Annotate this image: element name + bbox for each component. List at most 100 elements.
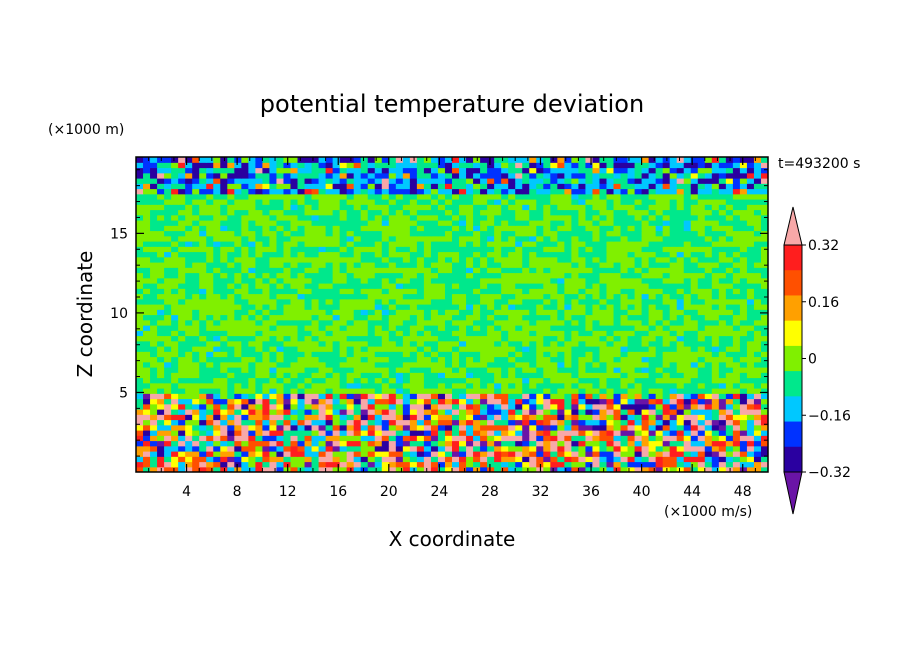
heatmap-cell — [171, 377, 179, 384]
heatmap-cell — [613, 414, 622, 421]
heatmap-cell — [437, 361, 446, 368]
heatmap-cell — [627, 277, 636, 284]
heatmap-cell — [290, 445, 299, 452]
heatmap-cell — [571, 246, 579, 253]
heatmap-cell — [395, 361, 404, 368]
heatmap-cell — [473, 382, 481, 389]
heatmap-cell — [423, 356, 432, 363]
heatmap-cell — [494, 246, 502, 253]
heatmap-cell — [388, 435, 397, 442]
heatmap-cell — [669, 435, 678, 442]
heatmap-cell — [269, 304, 278, 310]
heatmap-cell — [753, 330, 762, 337]
heatmap-cell — [388, 461, 397, 468]
heatmap-cell — [501, 451, 509, 457]
heatmap-cell — [550, 319, 558, 326]
heatmap-cell — [634, 214, 643, 221]
heatmap-cell — [353, 272, 362, 279]
heatmap-cell — [473, 409, 481, 415]
heatmap-cell — [459, 235, 467, 242]
heatmap-cell — [325, 451, 334, 457]
heatmap-cell — [648, 466, 657, 472]
heatmap-cell — [206, 199, 214, 205]
heatmap-cell — [262, 393, 271, 400]
heatmap-cell — [529, 230, 537, 237]
heatmap-cell — [711, 209, 720, 216]
heatmap-cell — [578, 414, 587, 421]
heatmap-cell — [641, 277, 650, 284]
heatmap-cell — [606, 393, 615, 400]
heatmap-cell — [641, 288, 650, 295]
heatmap-cell — [564, 199, 572, 205]
heatmap-cell — [409, 256, 418, 263]
heatmap-cell — [753, 262, 762, 268]
heatmap-cell — [508, 204, 516, 211]
heatmap-cell — [501, 288, 509, 295]
heatmap-cell — [529, 393, 537, 400]
heatmap-cell — [543, 335, 551, 342]
heatmap-cell — [669, 403, 678, 410]
heatmap-cell — [178, 267, 186, 274]
heatmap-cell — [227, 220, 235, 226]
heatmap-cell — [641, 309, 650, 316]
heatmap-cell — [564, 393, 572, 400]
heatmap-cell — [402, 325, 411, 331]
heatmap-cell — [739, 361, 748, 368]
heatmap-cell — [290, 193, 299, 200]
heatmap-cell — [423, 199, 432, 205]
heatmap-cell — [297, 361, 306, 368]
heatmap-cell — [206, 456, 214, 463]
heatmap-cell — [213, 335, 221, 342]
heatmap-cell — [487, 209, 495, 216]
heatmap-cell — [444, 178, 453, 184]
heatmap-cell — [423, 409, 432, 415]
heatmap-cell — [704, 272, 713, 279]
heatmap-cell — [402, 435, 411, 442]
heatmap-cell — [501, 262, 509, 268]
heatmap-cell — [157, 246, 165, 253]
heatmap-cell — [557, 304, 565, 310]
heatmap-cell — [746, 461, 755, 468]
heatmap-cell — [290, 325, 299, 331]
heatmap-cell — [536, 435, 544, 442]
heatmap-cell — [388, 372, 397, 379]
heatmap-cell — [255, 246, 263, 253]
heatmap-cell — [360, 445, 369, 452]
heatmap-cell — [325, 277, 334, 284]
heatmap-cell — [501, 356, 509, 363]
heatmap-cell — [571, 403, 579, 410]
heatmap-cell — [444, 382, 453, 389]
heatmap-cell — [522, 298, 530, 305]
heatmap-cell — [437, 256, 446, 263]
heatmap-cell — [452, 204, 460, 211]
heatmap-cell — [522, 188, 530, 195]
heatmap-cell — [360, 183, 369, 190]
heatmap-cell — [711, 361, 720, 368]
heatmap-cell — [704, 235, 713, 242]
heatmap-cell — [564, 351, 572, 358]
heatmap-cell — [683, 183, 692, 190]
heatmap-cell — [634, 204, 643, 211]
heatmap-cell — [676, 256, 685, 263]
heatmap-cell — [718, 199, 727, 205]
heatmap-cell — [185, 298, 193, 305]
heatmap-cell — [353, 451, 362, 457]
heatmap-cell — [746, 209, 755, 216]
heatmap-cell — [515, 183, 523, 190]
heatmap-cell — [753, 346, 762, 352]
heatmap-cell — [459, 377, 467, 384]
heatmap-cell — [430, 382, 439, 389]
heatmap-cell — [444, 330, 453, 337]
heatmap-cell — [676, 367, 685, 373]
heatmap-cell — [395, 330, 404, 337]
heatmap-cell — [290, 225, 299, 232]
heatmap-cell — [662, 430, 671, 436]
heatmap-cell — [585, 393, 594, 400]
heatmap-cell — [487, 346, 495, 352]
heatmap-cell — [711, 388, 720, 394]
heatmap-cell — [697, 461, 706, 468]
heatmap-cell — [409, 451, 418, 457]
heatmap-cell — [136, 288, 144, 295]
heatmap-cell — [676, 283, 685, 289]
heatmap-cell — [430, 251, 439, 258]
